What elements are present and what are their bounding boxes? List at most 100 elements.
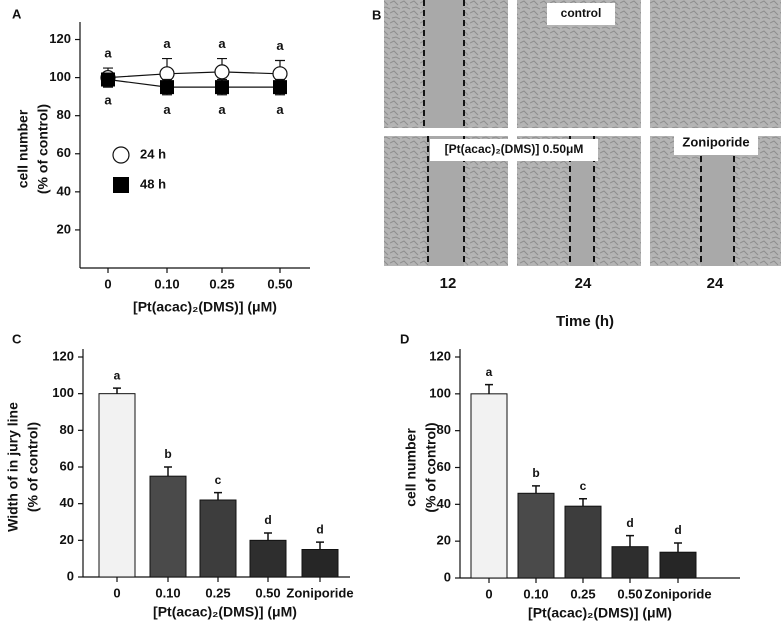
data-label: a — [486, 365, 493, 379]
x-tick-label: 0 — [104, 276, 111, 291]
image-label: Zoniporide — [682, 134, 749, 149]
panel-label: A — [12, 6, 22, 21]
y-tick-label: 120 — [52, 348, 74, 363]
data-label: c — [580, 479, 587, 493]
y-tick-label: 100 — [49, 69, 71, 84]
marker — [101, 72, 115, 87]
error-bar — [626, 534, 634, 547]
data-label: a — [104, 93, 112, 108]
legend-label: 48 h — [140, 176, 166, 191]
data-label: a — [218, 36, 226, 51]
column-label: 12 — [440, 275, 457, 292]
data-label: a — [114, 368, 121, 382]
x-tick-label: 0.50 — [617, 586, 642, 601]
x-axis-label: [Pt(acac)₂(DMS)] (μM) — [133, 299, 277, 315]
line — [107, 78, 280, 88]
line — [107, 71, 281, 79]
x-axis-label: Time (h) — [556, 313, 614, 330]
x-tick-label: 0.25 — [209, 276, 234, 291]
y-tick-label: 60 — [60, 458, 74, 473]
x-tick-label: 0.50 — [267, 276, 292, 291]
marker — [214, 64, 230, 80]
data-label: d — [626, 516, 633, 530]
y-tick-label: 80 — [60, 422, 74, 437]
panel-label: C — [12, 331, 22, 346]
x-axis-label: [Pt(acac)₂(DMS)] (μM) — [528, 605, 672, 621]
marker — [215, 80, 229, 95]
panel-label: B — [372, 7, 381, 22]
y-tick-label: 20 — [60, 532, 74, 547]
y-axis-label: Width of in jury line — [5, 402, 21, 532]
bar — [517, 492, 555, 579]
column-label: 24 — [707, 275, 724, 292]
data-label: b — [532, 466, 539, 480]
error-bar — [485, 383, 493, 394]
y-tick-label: 60 — [57, 145, 71, 160]
y-tick-label: 20 — [437, 533, 451, 548]
image-label: control — [561, 6, 602, 20]
x-tick-label: 0.10 — [155, 585, 180, 600]
legend-marker — [113, 177, 129, 193]
x-tick-label: 0.10 — [523, 586, 548, 601]
data-label: d — [316, 522, 323, 536]
error-bar — [579, 498, 587, 507]
bar — [98, 393, 136, 578]
x-tick-label: Zoniporide — [644, 586, 711, 601]
bar — [470, 393, 508, 579]
column-label: 24 — [575, 275, 592, 292]
data-label: a — [163, 36, 171, 51]
data-label: d — [264, 513, 271, 527]
x-tick-label: 0.25 — [570, 586, 595, 601]
y-tick-label: 120 — [49, 31, 71, 46]
y-axis-label: cell number — [15, 109, 31, 188]
x-tick-label: 0.50 — [255, 585, 280, 600]
y-tick-label: 40 — [60, 495, 74, 510]
error-bar — [214, 491, 222, 500]
bar — [149, 475, 187, 578]
panel-label: D — [400, 331, 409, 346]
data-label: a — [163, 102, 171, 117]
y-tick-label: 40 — [437, 496, 451, 511]
y-tick-label: 80 — [57, 107, 71, 122]
error-bar — [113, 387, 121, 394]
y-tick-label: 100 — [429, 385, 451, 400]
bar — [659, 551, 697, 579]
y-axis-label: (% of control) — [35, 104, 51, 194]
marker — [160, 80, 174, 95]
y-axis-label: (% of control) — [423, 422, 439, 512]
y-tick-label: 0 — [67, 568, 74, 583]
image-label: [Pt(acac)₂(DMS)] 0.50μM — [445, 142, 584, 156]
bar — [564, 505, 602, 579]
y-axis-label: (% of control) — [25, 422, 41, 512]
y-tick-label: 80 — [437, 422, 451, 437]
bar — [301, 549, 339, 578]
error-bar — [674, 542, 682, 553]
x-tick-label: 0 — [113, 585, 120, 600]
data-label: c — [215, 473, 222, 487]
data-label: a — [104, 46, 112, 61]
bar — [199, 499, 237, 578]
micrographs — [384, 0, 781, 266]
x-axis-label: [Pt(acac)₂(DMS)] (μM) — [153, 604, 297, 620]
error-bar — [164, 466, 172, 477]
data-label: a — [218, 102, 226, 117]
y-tick-label: 120 — [429, 348, 451, 363]
marker — [272, 66, 288, 82]
x-tick-label: 0.25 — [205, 585, 230, 600]
y-tick-label: 100 — [52, 385, 74, 400]
y-axis-label: cell number — [403, 428, 419, 507]
bar — [611, 546, 649, 579]
error-bar — [264, 532, 272, 541]
y-tick-label: 0 — [444, 569, 451, 584]
y-tick-label: 20 — [57, 221, 71, 236]
data-label: a — [276, 102, 284, 117]
y-tick-label: 40 — [57, 183, 71, 198]
error-bar — [316, 541, 324, 550]
marker — [159, 66, 175, 82]
data-label: d — [674, 523, 681, 537]
x-tick-label: 0.10 — [154, 276, 179, 291]
y-tick-label: 60 — [437, 459, 451, 474]
x-tick-label: 0 — [485, 586, 492, 601]
bar — [249, 539, 287, 578]
